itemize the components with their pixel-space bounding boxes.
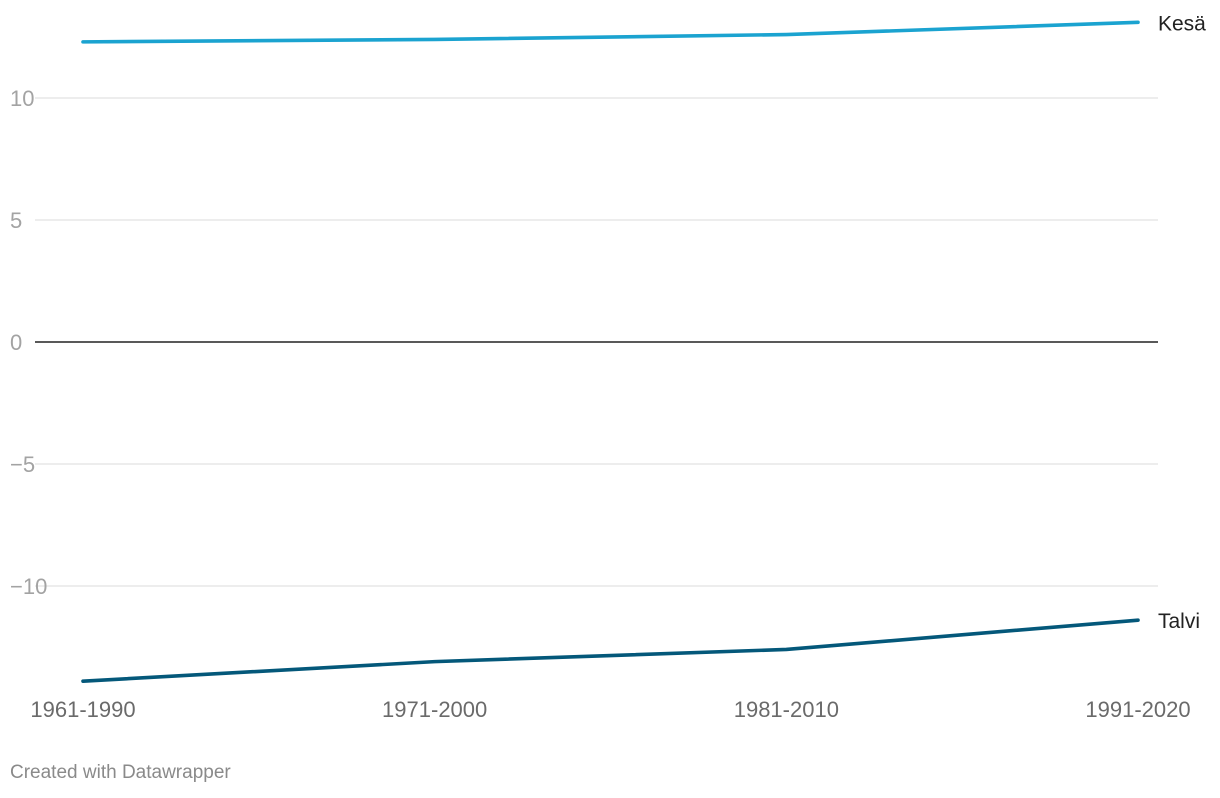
x-tick-label: 1971-2000: [382, 697, 487, 722]
credit-text: Created with Datawrapper: [10, 762, 231, 783]
x-tick-label: 1991-2020: [1085, 697, 1190, 722]
series-label: Kesä: [1158, 12, 1206, 35]
x-tick-label: 1961-1990: [30, 697, 135, 722]
series-label: Talvi: [1158, 610, 1200, 633]
x-tick-label: 1981-2010: [734, 697, 839, 722]
series-line-talvi: [81, 618, 1140, 683]
y-tick-label: 5: [10, 208, 22, 233]
y-tick-label: 0: [10, 330, 22, 355]
y-tick-label: 10: [10, 86, 34, 111]
series-line-kesä: [81, 20, 1140, 44]
y-tick-label: −10: [10, 574, 47, 599]
y-tick-label: −5: [10, 452, 35, 477]
